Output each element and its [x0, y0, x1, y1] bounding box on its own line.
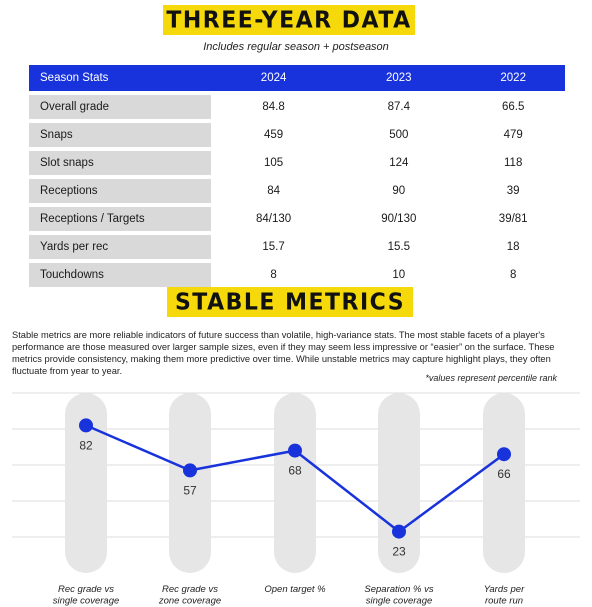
table-cell: 39 — [506, 185, 520, 197]
table-header-cell: 2023 — [336, 65, 462, 91]
row-label: Yards per rec — [29, 235, 211, 259]
section-banner-three-year-data: THREE-YEAR DATA — [163, 5, 415, 35]
section-description: Stable metrics are more reliable indicat… — [12, 330, 555, 376]
table-cell: 84.8 — [262, 101, 285, 113]
data-point — [392, 524, 406, 539]
stats-table: Season Stats 2024 2023 2022 Overall grad… — [29, 61, 565, 291]
table-cell: 18 — [506, 241, 520, 253]
data-point — [288, 443, 302, 458]
table-header-cell: Season Stats — [29, 65, 211, 91]
table-cell: 8 — [509, 269, 517, 281]
table-cell: 90 — [392, 185, 406, 197]
table-cell: 90/130 — [381, 213, 417, 225]
section-subtitle: Includes regular season + postseason — [203, 41, 389, 53]
table-cell: 87.4 — [387, 101, 410, 113]
row-label: Overall grade — [29, 95, 211, 119]
category-column — [65, 393, 107, 573]
section-title: STABLE METRICS — [174, 288, 406, 316]
x-tick-label: Rec grade vs zone coverage — [158, 584, 221, 607]
table-cell: 500 — [389, 129, 409, 141]
table-header-row: Season Stats 2024 2023 2022 — [29, 65, 565, 91]
data-point — [183, 463, 197, 478]
table-cell: 118 — [504, 157, 523, 169]
category-column — [483, 393, 525, 573]
table-cell: 39/81 — [498, 213, 528, 225]
data-label: 82 — [79, 438, 93, 452]
chart-note: *values represent percentile rank — [425, 373, 557, 383]
table-row: Receptions / Targets 84/130 90/130 39/81 — [29, 207, 565, 231]
table-row: Slot snaps 105 124 118 — [29, 151, 565, 175]
data-label: 23 — [392, 545, 406, 559]
table-row: Yards per rec 15.7 15.5 18 — [29, 235, 565, 259]
data-label: 68 — [288, 464, 302, 478]
table-row: Overall grade 84.8 87.4 66.5 — [29, 95, 565, 119]
row-label: Touchdowns — [29, 263, 211, 287]
x-tick-label: Open target % — [264, 584, 326, 595]
data-point — [79, 418, 93, 433]
x-tick-label: Separation % vs single coverage — [364, 584, 433, 607]
table-row: Touchdowns 8 10 8 — [29, 263, 565, 287]
table-header-cell: 2022 — [461, 65, 565, 91]
table-cell: 8 — [270, 269, 277, 281]
table-cell: 15.7 — [262, 241, 285, 253]
table-cell: 10 — [392, 269, 406, 281]
table-cell: 84 — [267, 185, 280, 197]
row-label: Receptions — [29, 179, 211, 203]
table-row: Receptions 84 90 39 — [29, 179, 565, 203]
x-tick-label: Rec grade vs single coverage — [53, 584, 120, 607]
table-cell: 105 — [264, 157, 284, 169]
section-banner-stable-metrics: STABLE METRICS — [167, 287, 413, 317]
row-label: Slot snaps — [29, 151, 211, 175]
table-header-cell: 2024 — [211, 65, 337, 91]
table-cell: 84/130 — [256, 213, 292, 225]
table-row: Snaps 459 500 479 — [29, 123, 565, 147]
row-label: Receptions / Targets — [29, 207, 211, 231]
table-cell: 124 — [389, 157, 409, 169]
data-label: 66 — [497, 467, 511, 481]
table-cell: 479 — [503, 129, 523, 141]
data-point — [497, 447, 511, 462]
row-label: Snaps — [29, 123, 211, 147]
category-column — [378, 393, 420, 573]
category-column — [169, 393, 211, 573]
x-tick-label: Yards per route run — [484, 584, 525, 607]
table-cell: 15.5 — [387, 241, 410, 253]
section-title: THREE-YEAR DATA — [166, 6, 412, 34]
table-cell: 66.5 — [501, 101, 525, 113]
data-label: 57 — [183, 483, 197, 497]
category-column — [274, 393, 316, 573]
table-cell: 459 — [264, 129, 284, 141]
percentile-line-chart: 82 57 68 23 66 Rec grade vs single coverage Rec… — [12, 392, 580, 607]
